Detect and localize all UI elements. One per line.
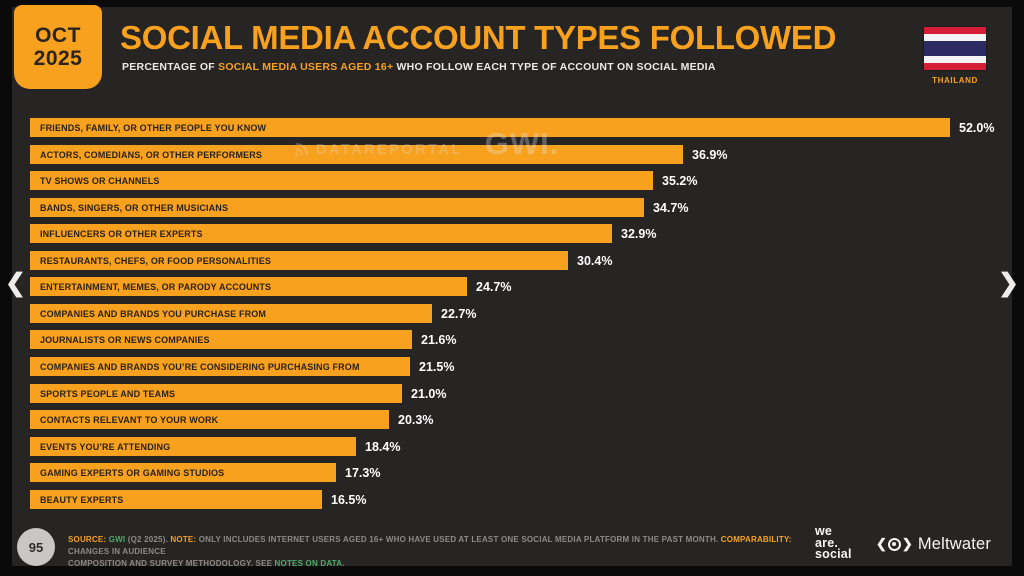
page-title: SOCIAL MEDIA ACCOUNT TYPES FOLLOWED — [120, 19, 837, 56]
bar-label: ACTORS, COMEDIANS, OR OTHER PERFORMERS — [40, 149, 263, 160]
bar-value: 18.4% — [365, 439, 401, 454]
bar-label: TV SHOWS OR CHANNELS — [40, 175, 160, 186]
bar: BANDS, SINGERS, OR OTHER MUSICIANS — [30, 198, 644, 217]
bar-value: 36.9% — [692, 147, 728, 162]
bar: INFLUENCERS OR OTHER EXPERTS — [30, 224, 612, 243]
page-subtitle: PERCENTAGE OF SOCIAL MEDIA USERS AGED 16… — [122, 61, 716, 73]
date-month: OCT — [35, 24, 81, 47]
bar-value: 30.4% — [577, 253, 613, 268]
subtitle-suffix: WHO FOLLOW EACH TYPE OF ACCOUNT ON SOCIA… — [393, 61, 716, 73]
bar-value: 35.2% — [662, 173, 698, 188]
thailand-flag-icon — [924, 27, 986, 71]
country-label: THAILAND — [932, 76, 978, 85]
bar: COMPANIES AND BRANDS YOU’RE CONSIDERING … — [30, 357, 410, 376]
notes-on-data-link[interactable]: NOTES ON DATA — [274, 559, 343, 568]
bar: SPORTS PEOPLE AND TEAMS — [30, 384, 402, 403]
frame-right — [1012, 0, 1024, 576]
country-flag-block: THAILAND — [924, 27, 986, 85]
page-number: 95 — [28, 539, 44, 555]
bar-row: COMPANIES AND BRANDS YOU’RE CONSIDERING … — [30, 357, 454, 376]
bar-row: RESTAURANTS, CHEFS, OR FOOD PERSONALITIE… — [30, 251, 612, 270]
page-number-badge: 95 — [17, 528, 55, 566]
subtitle-highlight: SOCIAL MEDIA USERS AGED 16+ — [218, 61, 394, 73]
bar-label: BEAUTY EXPERTS — [40, 494, 124, 505]
bar-label: COMPANIES AND BRANDS YOU’RE CONSIDERING … — [40, 361, 360, 372]
bar-value: 32.9% — [621, 226, 657, 241]
bar: FRIENDS, FAMILY, OR OTHER PEOPLE YOU KNO… — [30, 118, 950, 137]
bar: EVENTS YOU’RE ATTENDING — [30, 437, 356, 456]
date-year: 2025 — [33, 47, 83, 70]
bar-label: ENTERTAINMENT, MEMES, OR PARODY ACCOUNTS — [40, 281, 272, 292]
bar-label: GAMING EXPERTS OR GAMING STUDIOS — [40, 467, 225, 478]
bar-label: SPORTS PEOPLE AND TEAMS — [40, 388, 176, 399]
note-label: NOTE: — [170, 535, 197, 544]
frame-bottom — [0, 566, 1024, 576]
bar-label: RESTAURANTS, CHEFS, OR FOOD PERSONALITIE… — [40, 255, 271, 266]
bar-label: INFLUENCERS OR OTHER EXPERTS — [40, 228, 203, 239]
subtitle-prefix: PERCENTAGE OF — [122, 61, 219, 73]
date-badge: OCT 2025 — [14, 5, 102, 89]
bar-label: JOURNALISTS OR NEWS COMPANIES — [40, 334, 210, 345]
bar-value: 20.3% — [398, 412, 434, 427]
bar: ACTORS, COMEDIANS, OR OTHER PERFORMERS — [30, 145, 683, 164]
bar-row: TV SHOWS OR CHANNELS 35.2% — [30, 171, 697, 190]
bar-row: INFLUENCERS OR OTHER EXPERTS 32.9% — [30, 224, 656, 243]
bar-label: EVENTS YOU’RE ATTENDING — [40, 441, 171, 452]
bar: ENTERTAINMENT, MEMES, OR PARODY ACCOUNTS — [30, 277, 467, 296]
meltwater-logo: ❮ ❯ Meltwater — [876, 534, 991, 554]
bar: COMPANIES AND BRANDS YOU PURCHASE FROM — [30, 304, 432, 323]
bar: BEAUTY EXPERTS — [30, 490, 322, 509]
bar-value: 16.5% — [331, 492, 367, 507]
frame-top — [0, 0, 1024, 7]
meltwater-wordmark: Meltwater — [917, 534, 992, 553]
source-label: SOURCE: — [68, 535, 107, 544]
bar-value: 52.0% — [959, 120, 995, 135]
bar-value: 21.6% — [421, 332, 457, 347]
bar-row: ENTERTAINMENT, MEMES, OR PARODY ACCOUNTS… — [30, 277, 511, 296]
bar: GAMING EXPERTS OR GAMING STUDIOS — [30, 463, 336, 482]
frame-left — [0, 0, 12, 576]
bar: JOURNALISTS OR NEWS COMPANIES — [30, 330, 412, 349]
bar-row: BEAUTY EXPERTS 16.5% — [30, 490, 366, 509]
bar-row: FRIENDS, FAMILY, OR OTHER PEOPLE YOU KNO… — [30, 118, 994, 137]
bar-row: SPORTS PEOPLE AND TEAMS 21.0% — [30, 384, 446, 403]
source-link[interactable]: GWI — [106, 535, 126, 544]
footnote: SOURCE: GWI (Q2 2025). NOTE: ONLY INCLUD… — [68, 534, 818, 570]
bar-row: COMPANIES AND BRANDS YOU PURCHASE FROM 22… — [30, 304, 476, 323]
bar-label: FRIENDS, FAMILY, OR OTHER PEOPLE YOU KNO… — [40, 122, 267, 133]
bar-row: EVENTS YOU’RE ATTENDING 18.4% — [30, 437, 400, 456]
bar-value: 24.7% — [476, 279, 512, 294]
bar-value: 21.5% — [419, 359, 455, 374]
bar-value: 22.7% — [441, 306, 477, 321]
bar-row: JOURNALISTS OR NEWS COMPANIES 21.6% — [30, 330, 456, 349]
bar: RESTAURANTS, CHEFS, OR FOOD PERSONALITIE… — [30, 251, 568, 270]
bar-label: CONTACTS RELEVANT TO YOUR WORK — [40, 414, 219, 425]
bar-value: 17.3% — [345, 465, 381, 480]
was-line-3: social — [815, 547, 852, 561]
chevron-left-icon[interactable]: ❮ — [5, 269, 26, 297]
bar-row: CONTACTS RELEVANT TO YOUR WORK 20.3% — [30, 410, 433, 429]
comparability-label: COMPARABILITY: — [720, 535, 792, 544]
meltwater-icon: ❮ ❯ — [876, 536, 913, 551]
footnote-line-1: SOURCE: GWI (Q2 2025). NOTE: ONLY INCLUD… — [68, 535, 792, 556]
bar-value: 34.7% — [653, 200, 689, 215]
bar-label: BANDS, SINGERS, OR OTHER MUSICIANS — [40, 202, 229, 213]
bar-label: COMPANIES AND BRANDS YOU PURCHASE FROM — [40, 308, 267, 319]
bar-row: GAMING EXPERTS OR GAMING STUDIOS 17.3% — [30, 463, 380, 482]
footnote-line-2: COMPOSITION AND SURVEY METHODOLOGY. SEE … — [68, 559, 345, 568]
bar: CONTACTS RELEVANT TO YOUR WORK — [30, 410, 389, 429]
was-line-1: we — [815, 524, 833, 538]
bar-value: 21.0% — [411, 386, 447, 401]
chevron-right-icon[interactable]: ❯ — [998, 269, 1019, 297]
bar-row: BANDS, SINGERS, OR OTHER MUSICIANS 34.7% — [30, 198, 688, 217]
bar: TV SHOWS OR CHANNELS — [30, 171, 653, 190]
bar-row: ACTORS, COMEDIANS, OR OTHER PERFORMERS 36… — [30, 145, 727, 164]
was-line-2: are. — [815, 535, 839, 550]
we-are-social-logo: we are. social — [815, 524, 852, 561]
